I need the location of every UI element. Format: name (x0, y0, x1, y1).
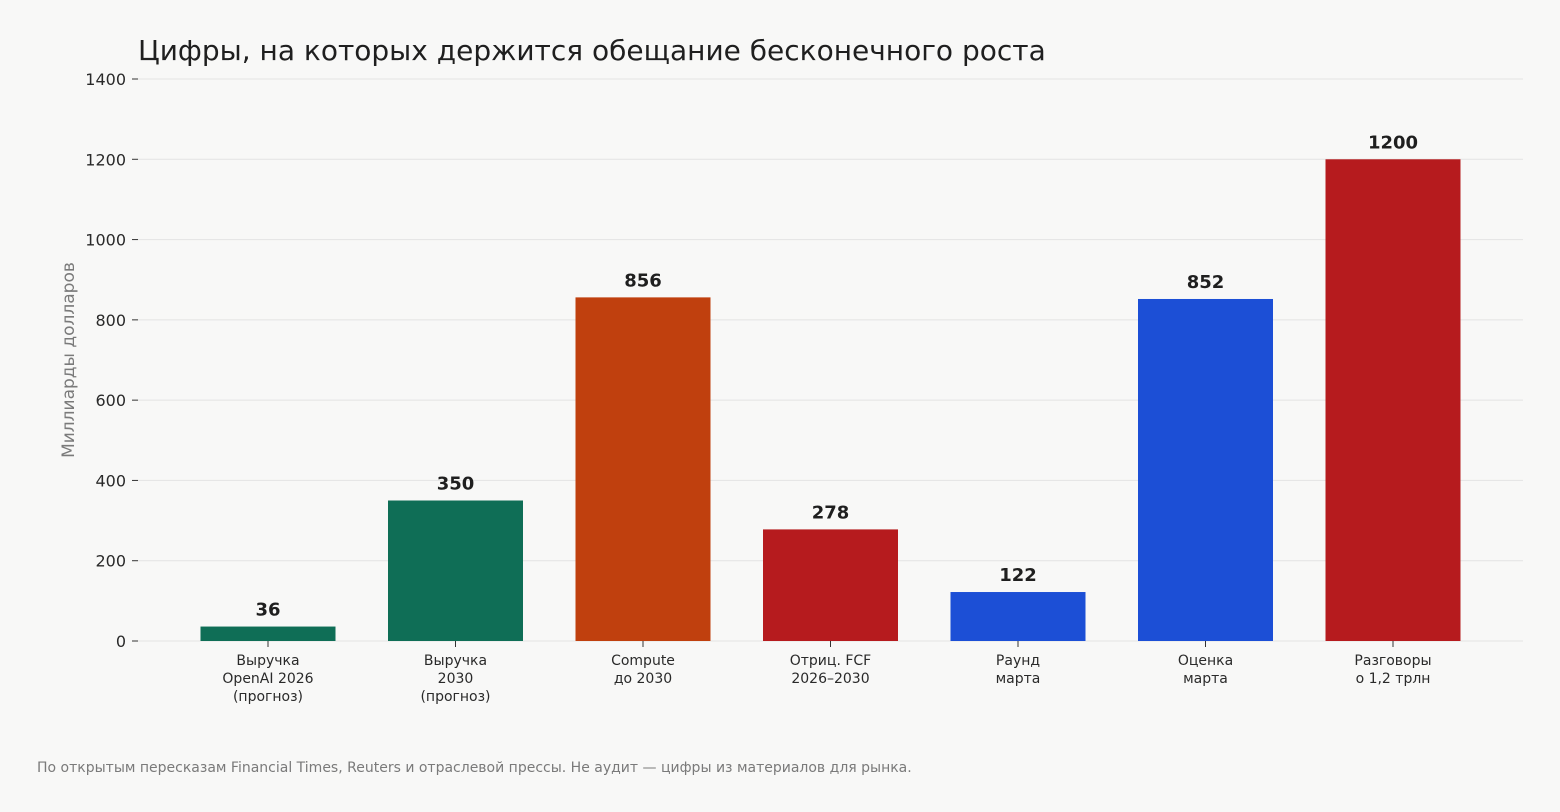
data-label: 852 (1187, 272, 1225, 293)
y-tick-label: 1000 (85, 231, 126, 250)
x-tick-label: Выручка OpenAI 2026 (прогноз) (222, 653, 313, 705)
x-tick-label: Отриц. FCF 2026–2030 (790, 653, 871, 687)
data-labels: 36 350 856 278 122 852 1200 (255, 132, 1418, 620)
bar (1325, 159, 1461, 642)
data-label: 36 (255, 600, 280, 621)
x-tick-label-line: OpenAI 2026 (222, 671, 313, 687)
x-tick-label-line: 2030 (438, 671, 474, 687)
data-label: 278 (812, 502, 850, 523)
data-label: 122 (999, 565, 1037, 586)
bar (763, 529, 898, 641)
x-axis-ticks: Выручка OpenAI 2026 (прогноз) Выручка 2030 (п… (222, 641, 1432, 705)
y-tick-label: 800 (95, 311, 126, 330)
x-tick-label: Разговоры о 1,2 трлн (1354, 653, 1431, 687)
data-label: 856 (624, 270, 662, 291)
bar (200, 626, 336, 641)
x-tick-label-line: Раунд (996, 653, 1040, 669)
chart-title: Цифры, на которых держится обещание беск… (138, 34, 1046, 67)
x-tick-label-line: Оценка (1178, 653, 1233, 669)
x-tick-label-line: о 1,2 трлн (1356, 671, 1431, 687)
y-tick-label: 1400 (85, 70, 126, 89)
x-tick-label-line: Разговоры (1354, 653, 1431, 669)
y-tick-label: 1200 (85, 150, 126, 169)
bar (950, 592, 1086, 641)
x-tick-label-line: Выручка (236, 653, 299, 669)
y-axis-ticks: 0 200 400 600 800 1000 1200 1400 (85, 70, 138, 651)
x-tick-label-line: марта (1183, 671, 1228, 687)
x-tick-label: Выручка 2030 (прогноз) (420, 653, 490, 705)
y-tick-label: 600 (95, 391, 126, 410)
x-tick-label-line: (прогноз) (420, 689, 490, 705)
bar (1138, 298, 1273, 641)
data-label: 1200 (1368, 132, 1418, 153)
data-label: 350 (437, 474, 475, 495)
x-tick-label-line: (прогноз) (233, 689, 303, 705)
x-tick-label-line: Отриц. FCF (790, 653, 871, 669)
x-tick-label: Раунд марта (996, 653, 1041, 687)
bar (575, 297, 711, 641)
x-tick-label-line: марта (996, 671, 1041, 687)
x-tick-label-line: Compute (611, 653, 675, 669)
y-axis-label: Миллиарды долларов (59, 262, 79, 458)
x-tick-label-line: до 2030 (614, 671, 672, 687)
x-tick-label-line: Выручка (424, 653, 487, 669)
y-tick-label: 400 (95, 471, 126, 490)
y-tick-label: 200 (95, 552, 126, 571)
x-tick-label: Оценка марта (1178, 653, 1233, 687)
gridlines (138, 78, 1523, 642)
y-tick-label: 0 (116, 632, 126, 651)
x-tick-label: Compute до 2030 (611, 653, 675, 687)
x-tick-label-line: 2026–2030 (791, 671, 869, 687)
footnote: По открытым пересказам Financial Times, … (37, 760, 912, 776)
bar (388, 500, 523, 641)
bars (200, 159, 1461, 642)
